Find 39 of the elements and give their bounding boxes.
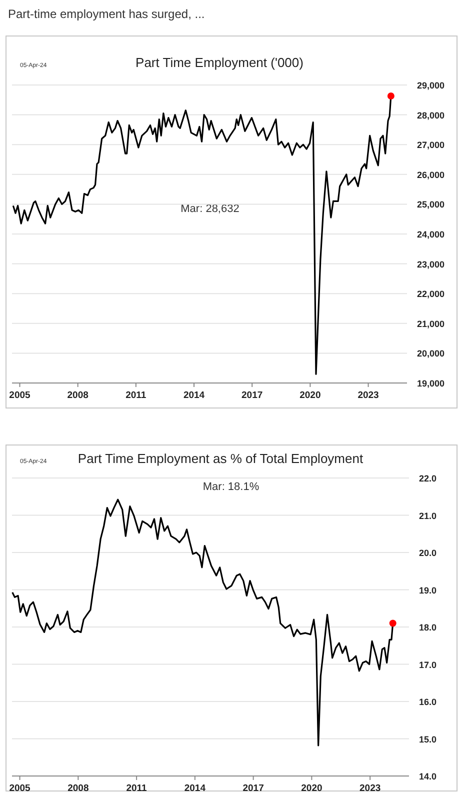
x-tick-label: 2008 bbox=[68, 783, 89, 793]
chart-title: Part Time Employment as % of Total Employment bbox=[78, 451, 364, 466]
y-tick-label: 15.0 bbox=[419, 734, 437, 744]
x-tick-label: 2011 bbox=[126, 390, 147, 401]
y-tick-label: 29,000 bbox=[417, 80, 445, 90]
y-tick-label: 24,000 bbox=[417, 230, 445, 240]
annotation: Mar: 28,632 bbox=[180, 203, 240, 215]
x-tick-label: 2011 bbox=[126, 783, 148, 793]
y-tick-label: 20.0 bbox=[419, 548, 437, 558]
x-tick-label: 2020 bbox=[301, 783, 322, 793]
y-tick-label: 20,000 bbox=[417, 348, 445, 359]
text: Part-time employment has surged, ... bbox=[8, 7, 205, 21]
x-tick-label: 2005 bbox=[9, 390, 32, 401]
y-tick-label: 22.0 bbox=[419, 474, 437, 484]
y-tick-label: 17.0 bbox=[419, 660, 437, 670]
y-tick-label: 22,000 bbox=[417, 289, 445, 300]
y-tick-label: 23,000 bbox=[417, 259, 445, 270]
y-tick-label: 26,000 bbox=[417, 170, 445, 180]
x-tick-label: 2023 bbox=[360, 783, 381, 793]
annotation: Mar: 18.1% bbox=[202, 481, 260, 493]
y-tick-label: 28,000 bbox=[417, 110, 445, 120]
x-tick-label: 2014 bbox=[184, 783, 206, 793]
y-tick-label: 19.0 bbox=[419, 585, 437, 596]
y-tick-label: 14.0 bbox=[419, 772, 437, 782]
x-tick-label: 2008 bbox=[67, 390, 88, 401]
x-tick-label: 2005 bbox=[9, 783, 32, 793]
x-tick-label: 2020 bbox=[300, 390, 321, 401]
y-tick-label: 18.0 bbox=[419, 622, 437, 632]
y-tick-label: 16.0 bbox=[419, 697, 437, 707]
y-tick-label: 19,000 bbox=[417, 378, 445, 388]
y-tick-label: 21,000 bbox=[417, 318, 445, 329]
x-tick-label: 2023 bbox=[358, 390, 379, 401]
x-tick-label: 2017 bbox=[242, 783, 264, 793]
x-tick-label: 2017 bbox=[242, 390, 263, 401]
y-tick-label: 25,000 bbox=[417, 200, 445, 210]
chart-title: Part Time Employment ('000) bbox=[136, 55, 304, 70]
y-tick-label: 21.0 bbox=[419, 510, 437, 521]
x-tick-label: 2014 bbox=[183, 390, 206, 401]
y-tick-label: 27,000 bbox=[417, 140, 445, 150]
